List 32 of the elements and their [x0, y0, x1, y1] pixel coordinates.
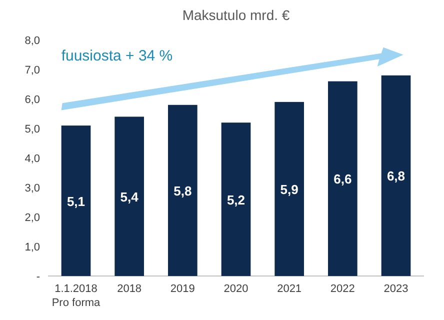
bar [61, 126, 91, 276]
x-tick-label: 2022 [330, 283, 355, 295]
chart-title: Maksutulo mrd. € [182, 7, 290, 23]
y-tick-label: 8,0 [24, 35, 40, 47]
data-label: 5,4 [120, 189, 140, 204]
data-label: 5,9 [280, 182, 298, 197]
x-tick-label: 2023 [384, 283, 408, 295]
bar [381, 75, 411, 276]
bar [328, 81, 358, 276]
bar [274, 102, 304, 276]
y-tick-label: 5,0 [24, 124, 40, 136]
y-tick-label: - [36, 271, 40, 283]
bar [114, 116, 144, 276]
y-tick-label: 4,0 [24, 153, 40, 165]
x-tick-label: 2020 [224, 283, 248, 295]
data-label: 5,1 [66, 194, 86, 209]
x-tick-label: 2019 [170, 283, 195, 295]
y-tick-label: 1,0 [24, 242, 40, 254]
data-label: 5,2 [226, 192, 246, 208]
y-tick-label: 6,0 [24, 94, 40, 106]
x-tick-label: 2018 [117, 283, 142, 295]
data-label: 6,8 [386, 168, 406, 184]
y-tick-label: 2,0 [24, 212, 40, 224]
y-tick-label: 7,0 [24, 64, 40, 76]
bar [168, 104, 198, 276]
x-tick-label: 1.1.2018 Pro forma [52, 283, 102, 309]
data-label: 6,6 [334, 172, 352, 187]
y-tick-label: 3,0 [24, 182, 40, 194]
x-tick-label: 2021 [277, 283, 302, 295]
bar [221, 122, 251, 276]
annotation: fuusiosta + 34 % [61, 48, 173, 65]
data-label: 5,8 [174, 183, 192, 198]
